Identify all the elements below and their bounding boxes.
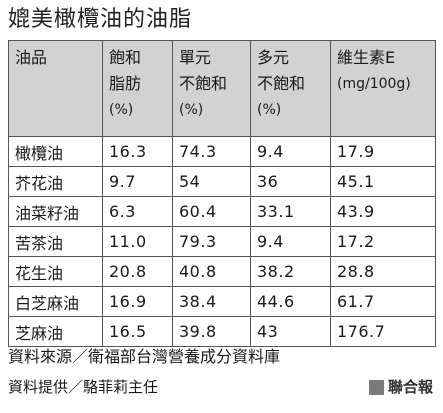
table-header-row: 油品 飽和 脂肪 (%) 單元 不飽和 (%) 多元 不飽和 (%) 維生素E (mg/… [8, 40, 436, 137]
cell-saturated: 16.9 [102, 286, 173, 317]
data-source-credit: 資料來源／衛福部台灣營養成分資料庫 [8, 347, 281, 366]
cell-oil: 白芝麻油 [8, 286, 103, 317]
cell-vitamin-e: 45.1 [330, 166, 436, 197]
cell-vitamin-e: 43.9 [330, 196, 436, 227]
oil-comparison-table: 油品 飽和 脂肪 (%) 單元 不飽和 (%) 多元 不飽和 (%) 維生素E (mg/… [8, 40, 436, 347]
cell-poly: 44.6 [250, 286, 331, 317]
cell-oil: 苦茶油 [8, 226, 103, 257]
table-row: 花生油 20.8 40.8 38.2 28.8 [8, 256, 436, 287]
cell-oil: 芝麻油 [8, 316, 103, 347]
cell-oil: 油菜籽油 [8, 196, 103, 227]
cell-oil: 芥花油 [8, 166, 103, 197]
table-row: 芝麻油 16.5 39.8 43 176.7 [8, 316, 436, 347]
header-polyunsaturated: 多元 不飽和 (%) [250, 40, 331, 137]
header-oil: 油品 [8, 40, 103, 137]
page-title: 媲美橄欖油的油脂 [8, 7, 193, 32]
cell-saturated: 11.0 [102, 226, 173, 257]
cell-poly: 33.1 [250, 196, 331, 227]
cell-saturated: 16.3 [102, 136, 173, 167]
cell-poly: 43 [250, 316, 331, 347]
header-saturated-fat: 飽和 脂肪 (%) [102, 40, 173, 137]
cell-mono: 54 [172, 166, 251, 197]
cell-saturated: 16.5 [102, 316, 173, 347]
cell-mono: 74.3 [172, 136, 251, 167]
cell-poly: 9.4 [250, 136, 331, 167]
cell-poly: 36 [250, 166, 331, 197]
header-monounsaturated: 單元 不飽和 (%) [172, 40, 251, 137]
cell-vitamin-e: 176.7 [330, 316, 436, 347]
cell-vitamin-e: 17.2 [330, 226, 436, 257]
cell-mono: 60.4 [172, 196, 251, 227]
table-row: 油菜籽油 6.3 60.4 33.1 43.9 [8, 196, 436, 227]
table-row: 芥花油 9.7 54 36 45.1 [8, 166, 436, 197]
cell-oil: 花生油 [8, 256, 103, 287]
cell-saturated: 20.8 [102, 256, 173, 287]
data-provider-credit: 資料提供／駱菲莉主任 [8, 378, 159, 396]
cell-mono: 40.8 [172, 256, 251, 287]
publisher-brand: 聯合報 [368, 376, 433, 398]
table-row: 白芝麻油 16.9 38.4 44.6 61.7 [8, 286, 436, 317]
cell-vitamin-e: 28.8 [330, 256, 436, 287]
brand-square-icon [368, 379, 384, 395]
cell-mono: 38.4 [172, 286, 251, 317]
cell-vitamin-e: 17.9 [330, 136, 436, 167]
cell-saturated: 6.3 [102, 196, 173, 227]
brand-name: 聯合報 [387, 378, 433, 396]
cell-saturated: 9.7 [102, 166, 173, 197]
cell-vitamin-e: 61.7 [330, 286, 436, 317]
cell-oil: 橄欖油 [8, 136, 103, 167]
cell-mono: 39.8 [172, 316, 251, 347]
cell-poly: 38.2 [250, 256, 331, 287]
header-vitamin-e: 維生素E (mg/100g) [330, 40, 436, 137]
table-row: 苦茶油 11.0 79.3 9.4 17.2 [8, 226, 436, 257]
table-row: 橄欖油 16.3 74.3 9.4 17.9 [8, 136, 436, 167]
cell-poly: 9.4 [250, 226, 331, 257]
cell-mono: 79.3 [172, 226, 251, 257]
